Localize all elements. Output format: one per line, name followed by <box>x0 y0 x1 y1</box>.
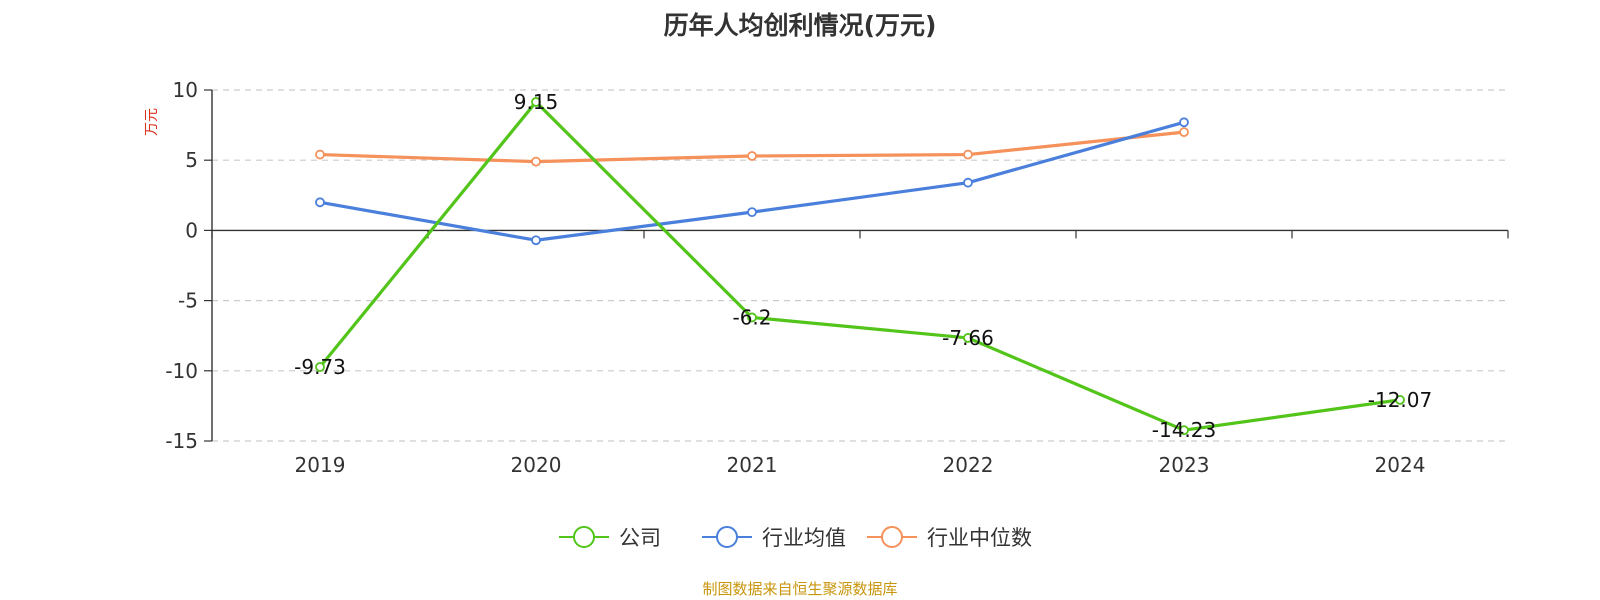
data-point <box>963 333 973 343</box>
legend-label: 公司 <box>619 526 661 550</box>
legend: 公司 行业均值 行业中位数 <box>559 526 1032 550</box>
legend-marker <box>716 526 738 548</box>
data-source-note: 制图数据来自恒生聚源数据库 <box>702 580 898 598</box>
y-tick-label: -15 <box>165 429 198 453</box>
legend-label: 行业均值 <box>762 526 846 550</box>
data-point <box>531 235 541 246</box>
x-tick-label: 2023 <box>1159 453 1210 477</box>
data-label: -14.23 <box>1152 418 1216 442</box>
series-points <box>315 97 1405 436</box>
y-tick-label: 0 <box>185 218 198 242</box>
data-point <box>747 312 757 323</box>
x-tick-label: 2019 <box>295 453 346 477</box>
data-label: -7.66 <box>942 326 994 350</box>
data-point <box>1179 127 1189 138</box>
grid-lines <box>212 89 1508 442</box>
x-tick-label: 2022 <box>943 453 994 477</box>
y-tick-label: 5 <box>185 148 198 172</box>
data-point <box>963 149 973 160</box>
y-axis-label: 万元 <box>144 108 160 136</box>
series-lines <box>318 100 1401 432</box>
x-tick-label: 2021 <box>727 453 778 477</box>
series-line <box>318 100 1401 432</box>
data-point <box>747 151 757 161</box>
data-point <box>963 177 973 188</box>
data-point <box>1179 425 1189 436</box>
legend-marker <box>881 526 903 548</box>
x-tick-label: 2024 <box>1375 453 1426 477</box>
data-label: -12.07 <box>1368 388 1432 412</box>
axes: 10 5 0 -5 -10 -15 2019 2020 2021 2022 2023 2024 <box>165 78 1509 477</box>
data-point <box>1179 117 1189 128</box>
data-point <box>315 197 325 208</box>
data-point <box>747 207 757 218</box>
series-line <box>319 120 1185 242</box>
data-label: -9.73 <box>294 355 346 379</box>
data-point <box>531 97 541 107</box>
data-labels: -9.73 9.15 -6.2 -7.66 -14.23 -12.07 <box>294 90 1432 442</box>
data-label: -6.2 <box>732 305 771 329</box>
chart-title: 历年人均创利情况(万元) <box>663 11 937 40</box>
data-point <box>315 362 325 372</box>
legend-label: 行业中位数 <box>927 526 1032 550</box>
y-tick-label: -10 <box>165 359 198 383</box>
data-label: 9.15 <box>514 90 559 114</box>
y-tick-label: 10 <box>173 78 198 102</box>
legend-marker <box>573 526 595 548</box>
data-point <box>1395 394 1405 405</box>
x-tick-label: 2020 <box>511 453 562 477</box>
data-point <box>531 156 541 167</box>
y-tick-label: -5 <box>178 289 198 313</box>
data-point <box>315 149 325 160</box>
